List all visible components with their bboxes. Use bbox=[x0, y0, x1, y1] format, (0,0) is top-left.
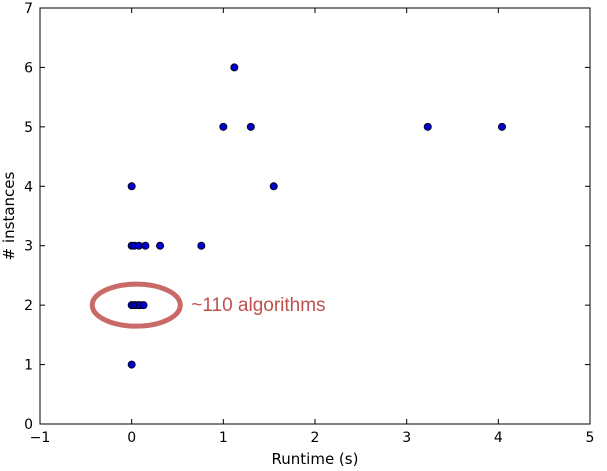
annotation-label: ~110 algorithms bbox=[191, 295, 325, 316]
data-point bbox=[156, 241, 165, 250]
y-tick-label: 0 bbox=[24, 417, 33, 433]
plot-frame bbox=[39, 7, 591, 425]
y-tick-label: 6 bbox=[24, 60, 33, 76]
data-point bbox=[197, 241, 206, 250]
data-point bbox=[497, 122, 506, 131]
x-axis-label: Runtime (s) bbox=[272, 450, 359, 468]
y-tick-label: 3 bbox=[24, 239, 33, 255]
data-points bbox=[127, 63, 506, 369]
y-tick-label: 2 bbox=[24, 298, 33, 314]
data-point bbox=[269, 182, 278, 191]
data-point bbox=[127, 360, 136, 369]
data-point bbox=[127, 182, 136, 191]
data-point bbox=[246, 122, 255, 131]
annotation-ellipse bbox=[89, 281, 183, 329]
y-tick-label: 4 bbox=[24, 179, 33, 195]
data-point bbox=[219, 122, 228, 131]
data-point bbox=[139, 301, 148, 310]
x-tick-label: 2 bbox=[311, 430, 320, 446]
data-point bbox=[141, 241, 150, 250]
x-tick-label: 5 bbox=[586, 430, 595, 446]
y-axis-label: # instances bbox=[0, 171, 18, 260]
x-tick-label: 3 bbox=[402, 430, 411, 446]
data-point bbox=[230, 63, 239, 72]
y-tick-label: 7 bbox=[24, 1, 33, 17]
x-tick-label: 1 bbox=[219, 430, 228, 446]
y-tick-label: 5 bbox=[24, 120, 33, 136]
annotation: ~110 algorithms bbox=[89, 281, 326, 329]
y-tick-label: 1 bbox=[24, 358, 33, 374]
x-tick-label: 0 bbox=[127, 430, 136, 446]
x-tick-label: 4 bbox=[494, 430, 503, 446]
x-tick-label: −1 bbox=[30, 430, 51, 446]
data-point bbox=[423, 122, 432, 131]
